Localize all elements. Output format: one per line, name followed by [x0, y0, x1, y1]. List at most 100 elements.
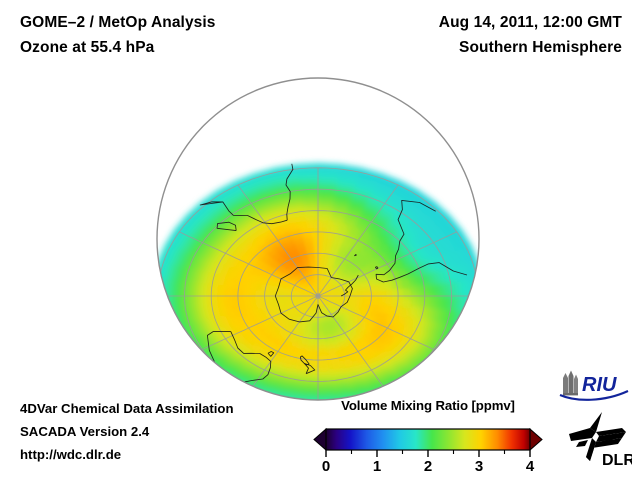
dlr-logo: DLR [566, 411, 632, 469]
dlr-wordmark: DLR [602, 452, 632, 469]
ozone-grid-cell [247, 244, 257, 253]
ozone-grid-cell [224, 289, 234, 298]
colorbar-tick-labels: 0 1 2 3 4 [322, 458, 535, 473]
riu-tower-icon [563, 370, 578, 396]
ozone-field-cell [173, 359, 192, 378]
ozone-grid-cell [375, 343, 384, 352]
ozone-grid-cell [225, 299, 234, 308]
ozone-field-cell [476, 295, 479, 314]
riu-logo-svg: RIU [559, 370, 629, 401]
ozone-grid-cell [401, 279, 410, 288]
ozone-field-cell [202, 363, 221, 379]
ozone-field-cell [419, 365, 438, 382]
ozone-grid-cell [243, 335, 253, 344]
coastline-australia [206, 331, 272, 384]
ozone-field-cell [442, 339, 457, 357]
ozone-grid-cell [400, 309, 409, 318]
footer-credits: 4DVar Chemical Data Assimilation SACADA … [20, 397, 234, 466]
ozone-grid-cell [277, 226, 286, 236]
ozone-grid-cell [256, 237, 265, 246]
ozone-field-cell [162, 327, 176, 346]
ozone-field-cell [178, 357, 196, 375]
coastline-sth-georgia [354, 254, 357, 257]
ozone-field-cell [415, 363, 434, 379]
footer-line-assimilation: 4DVar Chemical Data Assimilation [20, 401, 234, 416]
colorbar-legend: Volume Mixing Ratio [ppmv] 0 1 2 3 4 [308, 398, 548, 473]
ozone-field-cell [461, 311, 472, 329]
colorbar-tick-label: 2 [424, 458, 432, 473]
ozone-field-cell [450, 325, 463, 343]
ozone-grid-cell [402, 299, 411, 308]
ozone-grid-cell [240, 252, 249, 261]
ozone-field-cell [183, 355, 201, 372]
ozone-field-cell [174, 341, 190, 359]
ozone-grid-cell [226, 279, 235, 288]
ozone-grid-cell [266, 231, 275, 240]
ozone-grid-cell [366, 349, 375, 358]
ozone-field-cell [435, 355, 453, 372]
coastline-new-guinea [204, 380, 240, 397]
footer-line-version: SACADA Version 2.4 [20, 424, 150, 439]
ozone-field-cell [169, 342, 185, 361]
coastline-africa [199, 201, 288, 225]
ozone-field-cell [411, 383, 432, 399]
ozone-grid-cell [344, 358, 353, 368]
ozone-field-cell [451, 342, 467, 361]
ozone-field-cell [239, 399, 262, 400]
ozone-grid-cell [227, 309, 236, 318]
ozone-field-cell [446, 341, 462, 359]
ozone-grid-cell [320, 362, 329, 372]
footer-line-url: http://wdc.dlr.de [20, 447, 122, 462]
south-pole-marker [315, 293, 321, 299]
colorbar-gradient-bar [325, 428, 531, 451]
ozone-field-cell [460, 327, 474, 346]
ozone-grid-cell [361, 231, 370, 240]
ozone-field-cell [401, 373, 421, 389]
ozone-grid-cell [252, 343, 261, 352]
graticule-meridian [317, 231, 457, 297]
ozone-field-cell [444, 359, 463, 378]
coastline-antarctic-peninsula [340, 274, 359, 297]
coastline-south-america [375, 199, 468, 283]
dlr-star-icon [569, 412, 626, 461]
ozone-grid-cell [355, 354, 364, 364]
ozone-grid-cell [283, 358, 292, 368]
ozone-field-cell [157, 295, 165, 314]
ozone-field-cell [467, 311, 478, 330]
timestamp-label: Aug 14, 2011, 12:00 GMT [438, 14, 622, 31]
globe-limb [156, 77, 480, 401]
coastline-falklands [374, 266, 379, 270]
ozone-grid-cell [229, 269, 238, 279]
ozone-grid-cell [379, 244, 389, 253]
ozone-field-cell [476, 278, 479, 297]
ozone-field-cell [229, 383, 250, 397]
ozone-field-cell [460, 295, 468, 313]
ozone-field-cell [465, 328, 479, 348]
ozone-field-cell [242, 395, 264, 400]
ozone-grid-cell [272, 354, 281, 364]
riu-wordmark: RIU [582, 374, 617, 396]
ozone-field-cell [431, 353, 449, 370]
coastline-new-zealand-s [299, 355, 310, 366]
ozone-field-cell [168, 295, 176, 313]
ozone-field-cell [405, 377, 425, 392]
colorbar-tick-label: 0 [322, 458, 330, 473]
ozone-field-cell [204, 383, 225, 399]
ozone-grid-cell [371, 237, 380, 246]
ozone-grid-cell [295, 361, 304, 370]
ozone-field-cell [194, 368, 213, 385]
ozone-grid-cell [396, 318, 405, 327]
ozone-field-cell [157, 278, 160, 297]
ozone-field-cell [198, 365, 217, 382]
ozone-field-cell [472, 312, 479, 331]
ozone-field-cell [430, 373, 450, 391]
ozone-grid-cell [402, 289, 412, 298]
page-title: GOME–2 / MetOp Analysis [20, 14, 216, 31]
coastline-layer [184, 163, 468, 397]
ozone-field-cell [426, 370, 446, 388]
ozone-field-cell [157, 328, 171, 348]
colorbar-tick-label: 1 [373, 458, 381, 473]
ozone-grid-cell [350, 226, 359, 236]
colorbar-tick-label: 3 [475, 458, 483, 473]
header-left-block: GOME–2 / MetOp Analysis Ozone at 55.4 hP… [20, 10, 216, 60]
